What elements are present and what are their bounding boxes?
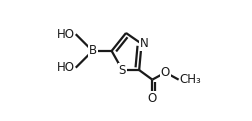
Text: CH₃: CH₃: [179, 73, 201, 86]
Text: N: N: [140, 37, 149, 50]
Text: O: O: [148, 92, 157, 105]
Text: S: S: [119, 64, 126, 77]
Text: B: B: [88, 44, 97, 57]
Text: HO: HO: [57, 28, 75, 41]
Text: O: O: [161, 66, 170, 79]
Text: HO: HO: [57, 61, 75, 74]
